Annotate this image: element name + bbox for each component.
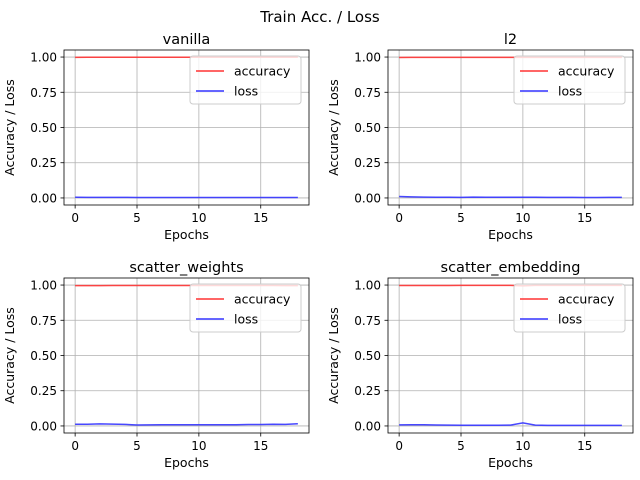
x-tick-label: 15 [577, 439, 592, 453]
x-axis-label: Epochs [488, 455, 533, 470]
y-tick-label: 0.75 [30, 314, 57, 328]
axes-frame [387, 277, 634, 434]
x-tick-label: 10 [515, 211, 530, 225]
x-tick-label: 10 [191, 439, 206, 453]
legend-label-accuracy: accuracy [558, 292, 615, 307]
y-tick-label: 0.25 [30, 156, 57, 170]
legend-label-loss: loss [234, 84, 258, 99]
y-tick-label: 1.00 [30, 51, 57, 65]
axes-frame [387, 49, 634, 206]
y-tick-label: 0.75 [354, 86, 381, 100]
y-tick-label: 0.25 [30, 384, 57, 398]
chart-2: 0 5 10 15 0.00 0.25 0.50 0.75 1.00 scatter_weight… [2, 260, 310, 470]
legend-label-accuracy: accuracy [558, 64, 615, 79]
x-tick-label: 0 [71, 211, 79, 225]
y-tick-label: 0.00 [30, 191, 57, 205]
x-tick-label: 5 [133, 211, 141, 225]
y-tick-label: 0.00 [354, 419, 381, 433]
y-tick-label: 0.00 [354, 191, 381, 205]
legend-box [189, 283, 302, 333]
y-tick-label: 0.75 [354, 314, 381, 328]
x-tick-label: 10 [191, 211, 206, 225]
x-tick-label: 0 [395, 211, 403, 225]
y-axis-label: Accuracy / Loss [326, 79, 341, 176]
y-tick-label: 1.00 [354, 279, 381, 293]
y-tick-label: 0.50 [354, 349, 381, 363]
x-tick-label: 15 [253, 211, 268, 225]
legend-label-loss: loss [558, 312, 582, 327]
legend-box [189, 55, 302, 105]
subplot-title: l2 [504, 32, 517, 48]
series-line-loss [399, 422, 622, 427]
subplot-title: vanilla [163, 32, 211, 48]
x-tick-label: 5 [457, 211, 465, 225]
figure-title: Train Acc. / Loss [259, 8, 380, 26]
legend-label-loss: loss [234, 312, 258, 327]
x-tick-label: 0 [71, 439, 79, 453]
legend-label-loss: loss [558, 84, 582, 99]
x-tick-label: 0 [395, 439, 403, 453]
legend-label-accuracy: accuracy [234, 292, 291, 307]
y-axis-label: Accuracy / Loss [2, 307, 17, 404]
x-axis-label: Epochs [164, 455, 209, 470]
x-axis-label: Epochs [164, 227, 209, 242]
y-tick-label: 1.00 [30, 279, 57, 293]
series-line-loss [75, 422, 298, 426]
legend-box [513, 55, 626, 105]
y-tick-label: 0.50 [354, 121, 381, 135]
x-tick-label: 5 [133, 439, 141, 453]
x-axis-label: Epochs [488, 227, 533, 242]
legend-box [513, 283, 626, 333]
y-tick-label: 0.25 [354, 384, 381, 398]
x-tick-label: 10 [515, 439, 530, 453]
x-tick-label: 15 [577, 211, 592, 225]
y-tick-label: 0.50 [30, 121, 57, 135]
series-line-loss [399, 195, 622, 199]
y-tick-label: 0.75 [30, 86, 57, 100]
x-tick-label: 5 [457, 439, 465, 453]
subplot-title: scatter_embedding [441, 260, 581, 276]
y-tick-label: 0.00 [30, 419, 57, 433]
y-tick-label: 1.00 [354, 51, 381, 65]
subplot-title: scatter_weights [129, 260, 243, 276]
chart-1: 0 5 10 15 0.00 0.25 0.50 0.75 1.00 l2 Epochs Accura… [326, 32, 634, 242]
chart-3: 0 5 10 15 0.00 0.25 0.50 0.75 1.00 scatter_embedd… [326, 260, 634, 470]
axes-frame [63, 49, 310, 206]
y-axis-label: Accuracy / Loss [326, 307, 341, 404]
x-tick-label: 15 [253, 439, 268, 453]
y-tick-label: 0.25 [354, 156, 381, 170]
y-axis-label: Accuracy / Loss [2, 79, 17, 176]
chart-0: 0 5 10 15 0.00 0.25 0.50 0.75 1.00 vanilla Epochs A… [2, 32, 310, 242]
y-tick-label: 0.50 [30, 349, 57, 363]
legend-label-accuracy: accuracy [234, 64, 291, 79]
axes-frame [63, 277, 310, 434]
